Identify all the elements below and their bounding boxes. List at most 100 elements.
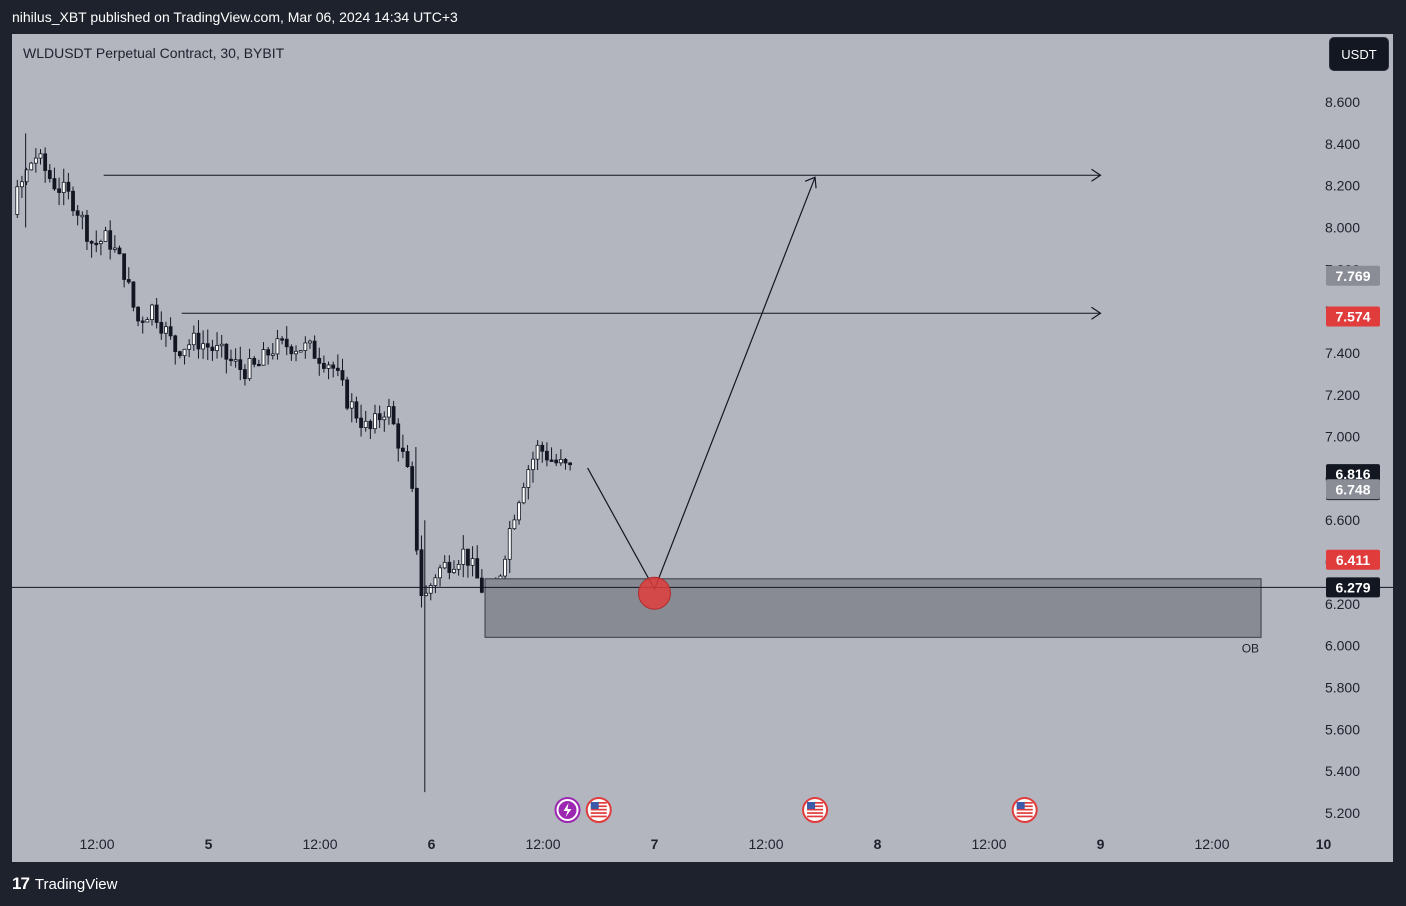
candle-body — [210, 346, 215, 352]
candle-body — [438, 567, 442, 579]
chart-pane[interactable]: 8.6008.4008.2008.0007.8007.6007.4007.200… — [12, 34, 1393, 862]
price-label: 6.411 — [1326, 549, 1380, 570]
candle-body — [345, 379, 350, 409]
candle-body — [29, 162, 34, 171]
y-tick-label: 8.400 — [1325, 136, 1360, 152]
x-tick-label: 7 — [651, 836, 659, 852]
candle-body — [549, 459, 554, 462]
candle-body — [526, 469, 531, 488]
x-tick-label: 12:00 — [525, 836, 560, 852]
candle-body — [145, 319, 150, 323]
candle-body — [47, 170, 52, 179]
candle-body — [475, 558, 480, 579]
us-flag-event-icon[interactable] — [802, 797, 829, 823]
candle-body — [312, 340, 317, 359]
candle-body — [447, 561, 452, 573]
y-tick-label: 8.200 — [1325, 178, 1360, 194]
y-tick-label: 7.400 — [1325, 345, 1360, 361]
candle-body — [535, 444, 540, 460]
candle-body — [275, 338, 280, 355]
candle-body — [205, 343, 210, 348]
candle-body — [61, 181, 66, 193]
entry-marker — [638, 576, 671, 610]
candle-body — [554, 459, 559, 464]
candle-body — [331, 364, 336, 369]
price-label-value: 6.816 — [1335, 466, 1370, 482]
candle-body — [177, 351, 182, 357]
us-flag-event-icon[interactable] — [1011, 797, 1038, 823]
candle-body — [512, 519, 517, 530]
candle-body — [405, 451, 410, 468]
chart-canvas[interactable]: 8.6008.4008.2008.0007.8007.6007.4007.200… — [12, 34, 1393, 862]
candle-body — [322, 362, 326, 369]
candle-body — [368, 420, 373, 430]
y-tick-label: 7.000 — [1325, 429, 1360, 445]
candle-body — [112, 247, 117, 250]
candle-body — [52, 178, 57, 190]
currency-button[interactable]: USDT — [1330, 38, 1388, 70]
candle-body — [247, 357, 252, 380]
candle-body — [126, 279, 131, 283]
candle-body — [568, 462, 573, 466]
candle-body — [57, 188, 61, 193]
candle-body — [233, 359, 238, 362]
x-tick-label: 6 — [428, 836, 436, 852]
candle-body — [507, 528, 512, 560]
x-tick-label: 12:00 — [79, 836, 114, 852]
candle-body — [85, 214, 89, 242]
x-tick-label: 9 — [1097, 836, 1105, 852]
candle-body — [224, 343, 229, 360]
candle-body — [470, 558, 475, 566]
x-tick-label: 12:00 — [302, 836, 337, 852]
candle-body — [428, 585, 433, 594]
candle-body — [140, 320, 145, 323]
candle-body — [75, 210, 80, 216]
candle-body — [289, 346, 294, 355]
candle-body — [531, 458, 535, 471]
y-tick-label: 8.000 — [1325, 219, 1360, 235]
candle-body — [136, 306, 140, 322]
y-tick-label: 5.200 — [1325, 805, 1360, 821]
ray-arrowhead — [1091, 306, 1102, 320]
price-label-value: 6.748 — [1335, 481, 1370, 497]
ray-arrowhead — [1091, 168, 1102, 182]
candle-body — [108, 230, 113, 250]
candle-body — [43, 153, 48, 171]
candle-body — [335, 367, 340, 371]
candle-body — [433, 577, 438, 586]
candle-body — [414, 488, 419, 551]
candle-body — [270, 353, 275, 356]
x-tick-label: 8 — [874, 836, 882, 852]
y-tick-label: 8.600 — [1325, 94, 1360, 110]
candle-body — [349, 401, 354, 409]
y-tick-label: 7.200 — [1325, 387, 1360, 403]
price-label-value: 7.574 — [1335, 309, 1370, 325]
footer: 17 TradingView — [12, 874, 117, 894]
candle-body — [317, 357, 322, 364]
candle-body — [400, 447, 405, 452]
price-label-value: 7.769 — [1335, 268, 1370, 284]
candle-body — [243, 369, 247, 380]
lightning-event-icon[interactable] — [554, 797, 581, 823]
y-tick-label: 6.200 — [1325, 596, 1360, 612]
candle-body — [363, 420, 368, 428]
x-tick-label: 5 — [205, 836, 213, 852]
order-block-label: OB — [1242, 641, 1259, 655]
candle-body — [466, 548, 470, 566]
price-label-value: 6.279 — [1335, 579, 1370, 595]
candle-body — [117, 247, 122, 255]
candle-body — [391, 406, 396, 425]
candle-body — [373, 413, 377, 430]
candle-body — [266, 349, 271, 356]
publisher-header: nihilus_XBT published on TradingView.com… — [12, 9, 458, 25]
us-flag-event-icon[interactable] — [585, 797, 612, 823]
footer-brand[interactable]: TradingView — [34, 875, 118, 893]
candle-body — [461, 548, 466, 565]
candle-body — [294, 350, 298, 355]
candle-body — [252, 357, 257, 365]
candle-body — [168, 326, 173, 337]
candle-body — [229, 358, 233, 362]
tradingview-logo-icon[interactable]: 17 — [12, 874, 30, 893]
candle-body — [38, 153, 43, 159]
price-label: 7.574 — [1326, 306, 1380, 327]
